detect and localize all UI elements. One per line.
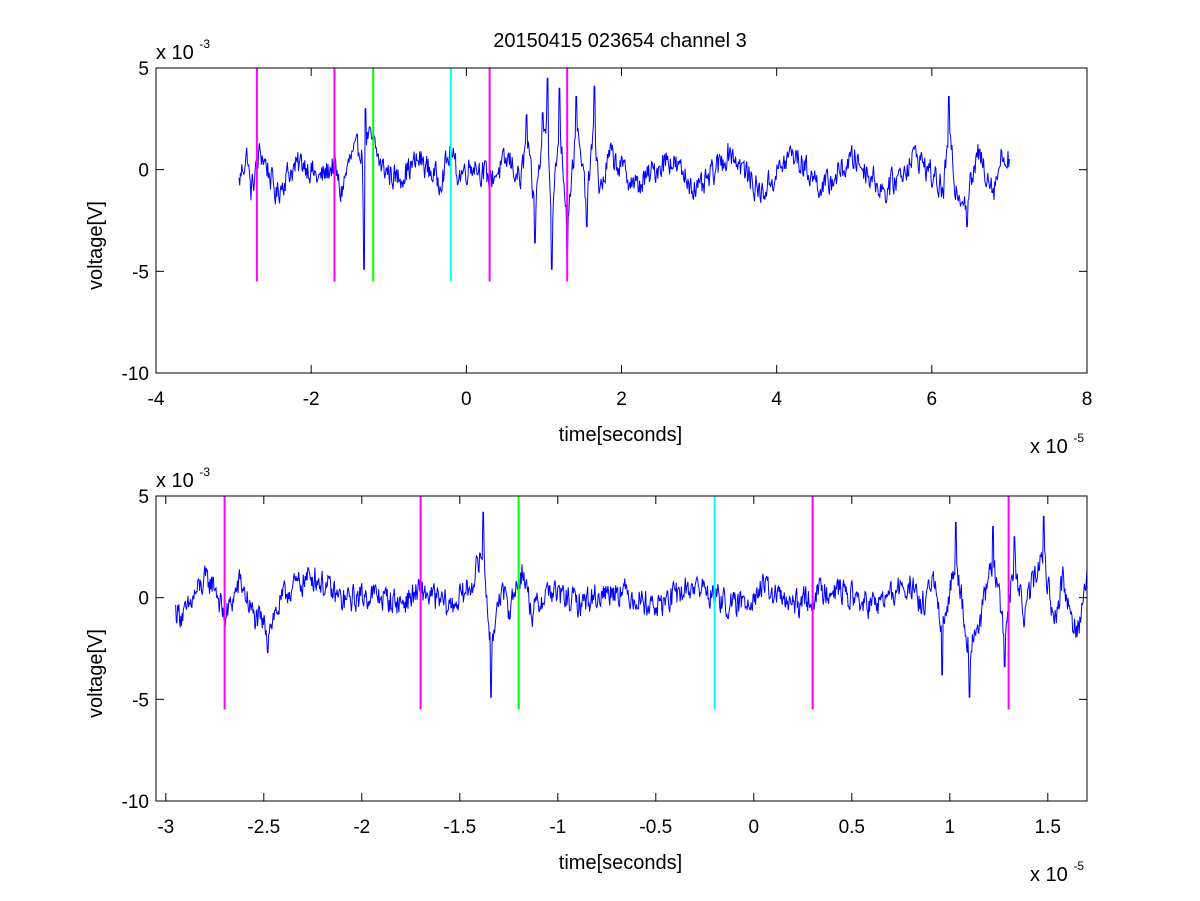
bottom-x-tick-label: 1.5 <box>1035 817 1061 838</box>
bottom-x-exponent: x 10 -5 <box>1030 859 1084 886</box>
bottom-x-tick-label: 0 <box>749 817 760 838</box>
bottom-x-axis-label: time[seconds] <box>559 852 682 874</box>
chart-title: 20150415 023654 channel 3 <box>493 30 747 52</box>
bottom-y-axis-label: voltage[V] <box>85 629 107 718</box>
bottom-x-tick-label: 0.5 <box>839 817 865 838</box>
bottom-x-exponent-base: x 10 <box>1030 864 1068 886</box>
bottom-ticks: -3 -2.5 -2 -1.5 -1 -0.5 0 0.5 1 1.5 -10 -5 0 5 <box>122 487 1087 838</box>
top-y-tick-label: 0 <box>138 161 149 182</box>
bottom-panel: -3 -2.5 -2 -1.5 -1 -0.5 0 0.5 1 1.5 -10 -5 0 5 time[s… <box>85 465 1088 886</box>
top-axes-box <box>155 67 1088 374</box>
top-x-axis-label: time[seconds] <box>559 424 682 446</box>
bottom-x-tick-label: 1 <box>945 817 956 838</box>
bottom-markers <box>223 496 1010 710</box>
top-x-tick-label: 6 <box>927 389 938 410</box>
top-x-exponent-power: -5 <box>1073 431 1084 445</box>
bottom-traces <box>175 511 1088 698</box>
top-voltage-trace <box>238 77 1010 270</box>
bottom-y-tick-label: 0 <box>138 589 149 610</box>
bottom-x-tick-label: -3 <box>157 817 174 838</box>
bottom-x-tick-label: -1.5 <box>443 817 476 838</box>
top-x-tick-label: 2 <box>616 389 627 410</box>
bottom-y-exponent-base: x 10 <box>156 470 194 492</box>
top-y-tick-label: -10 <box>122 364 149 385</box>
bottom-x-tick-label: -0.5 <box>639 817 672 838</box>
bottom-x-tick-label: -1 <box>549 817 566 838</box>
top-x-tick-label: 8 <box>1082 389 1093 410</box>
top-y-axis-label: voltage[V] <box>85 201 107 290</box>
bottom-y-exponent: x 10 -3 <box>156 465 210 492</box>
top-y-exponent-power: -3 <box>199 37 210 51</box>
top-x-tick-label: 4 <box>771 389 782 410</box>
top-y-exponent-base: x 10 <box>156 42 194 64</box>
bottom-y-exponent-power: -3 <box>199 465 210 479</box>
top-y-exponent: x 10 -3 <box>156 37 210 64</box>
bottom-axes-box <box>155 495 1088 802</box>
bottom-voltage-trace <box>175 511 1088 698</box>
top-x-tick-label: -2 <box>303 389 320 410</box>
top-y-tick-label: -5 <box>132 262 149 283</box>
top-markers <box>255 68 569 282</box>
top-x-tick-label: -4 <box>148 389 165 410</box>
top-ticks: -4 -2 0 2 4 6 8 -10 -5 0 5 <box>122 59 1093 410</box>
top-x-tick-label: 0 <box>461 389 472 410</box>
bottom-x-exponent-power: -5 <box>1073 859 1084 873</box>
top-y-tick-label: 5 <box>138 59 149 80</box>
top-x-exponent: x 10 -5 <box>1030 431 1084 458</box>
bottom-x-tick-label: -2.5 <box>247 817 280 838</box>
bottom-y-tick-label: -5 <box>132 690 149 711</box>
bottom-y-tick-label: 5 <box>138 487 149 508</box>
top-traces <box>238 77 1010 270</box>
bottom-x-tick-label: -2 <box>353 817 370 838</box>
top-panel: -4 -2 0 2 4 6 8 -10 -5 0 5 time[seconds] voltage[V… <box>85 37 1092 458</box>
top-x-exponent-base: x 10 <box>1030 436 1068 458</box>
bottom-y-tick-label: -10 <box>122 792 149 813</box>
